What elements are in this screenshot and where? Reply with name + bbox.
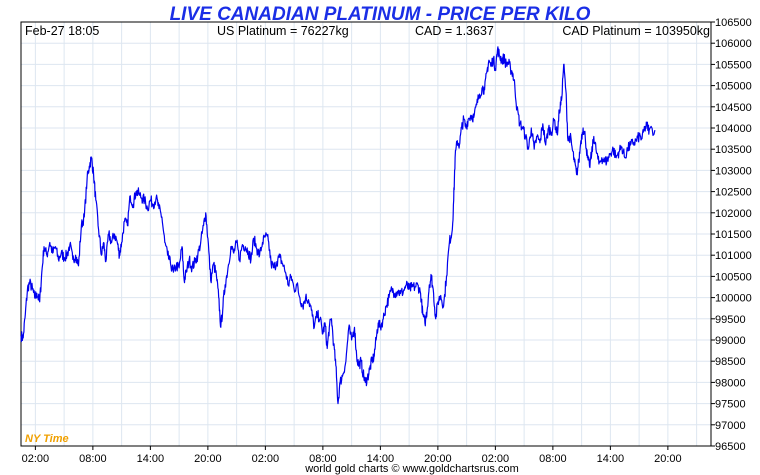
y-tick-label: 103000 bbox=[715, 165, 752, 177]
x-tick-label: 20:00 bbox=[194, 453, 222, 465]
y-tick-label: 100000 bbox=[715, 293, 752, 305]
y-tick-label: 99000 bbox=[715, 335, 746, 347]
y-axis-ticks: 96500 97000 97500 98000 98500 99000 99500 10000… bbox=[711, 17, 752, 453]
y-tick-label: 102000 bbox=[715, 208, 752, 220]
y-tick-label: 101500 bbox=[715, 229, 752, 241]
y-tick-label: 97000 bbox=[715, 420, 746, 432]
y-tick-label: 101000 bbox=[715, 250, 752, 262]
x-tick-label: 14:00 bbox=[367, 453, 395, 465]
y-tick-label: 105500 bbox=[715, 59, 752, 71]
header-date-time: Feb-27 18:05 bbox=[25, 24, 99, 38]
y-tick-label: 97500 bbox=[715, 399, 746, 411]
y-tick-label: 102500 bbox=[715, 187, 752, 199]
y-tick-label: 106500 bbox=[715, 17, 752, 29]
header-cad-rate: CAD = 1.3637 bbox=[415, 24, 494, 38]
y-tick-label: 96500 bbox=[715, 441, 746, 453]
y-tick-label: 106000 bbox=[715, 38, 752, 50]
x-tick-label: 02:00 bbox=[22, 453, 50, 465]
y-tick-label: 104000 bbox=[715, 123, 752, 135]
x-axis-ticks: 02:00 08:00 14:00 20:00 02:00 08:00 14:00 20:00… bbox=[22, 446, 682, 465]
y-tick-label: 98500 bbox=[715, 356, 746, 368]
x-tick-label: 14:00 bbox=[597, 453, 625, 465]
x-tick-label: 20:00 bbox=[424, 453, 452, 465]
x-tick-label: 08:00 bbox=[309, 453, 337, 465]
y-tick-label: 98000 bbox=[715, 377, 746, 389]
y-tick-label: 100500 bbox=[715, 271, 752, 283]
x-tick-label: 02:00 bbox=[482, 453, 510, 465]
y-tick-label: 99500 bbox=[715, 314, 746, 326]
x-tick-label: 14:00 bbox=[137, 453, 165, 465]
y-tick-label: 103500 bbox=[715, 144, 752, 156]
price-series-line bbox=[20, 46, 656, 405]
x-tick-label: 02:00 bbox=[252, 453, 280, 465]
x-tick-label: 20:00 bbox=[654, 453, 682, 465]
header-cad-platinum: CAD Platinum = 103950kg bbox=[562, 24, 710, 38]
y-tick-label: 105000 bbox=[715, 81, 752, 93]
header-us-platinum: US Platinum = 76227kg bbox=[217, 24, 349, 38]
x-tick-label: 08:00 bbox=[79, 453, 107, 465]
timezone-label: NY Time bbox=[25, 433, 69, 445]
chart-title: LIVE CANADIAN PLATINUM - PRICE PER KILO bbox=[170, 4, 591, 25]
y-tick-label: 104500 bbox=[715, 102, 752, 114]
footer-credit: world gold charts © www.goldchartsrus.co… bbox=[304, 463, 519, 475]
x-tick-label: 08:00 bbox=[539, 453, 567, 465]
